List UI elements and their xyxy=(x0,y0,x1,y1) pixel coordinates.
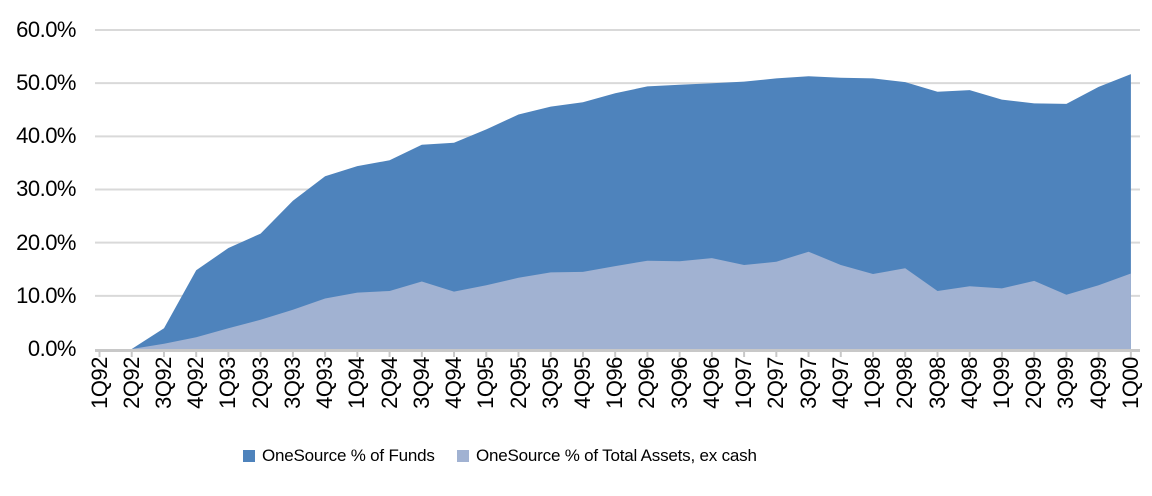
y-axis-tick-label: 20.0% xyxy=(16,229,76,255)
y-axis-tick-label: 60.0% xyxy=(16,16,76,42)
legend-label-funds: OneSource % of Funds xyxy=(262,446,435,465)
y-axis-tick-label: 10.0% xyxy=(16,282,76,308)
y-axis-tick-label: 0.0% xyxy=(27,336,77,361)
y-axis-tick-label: 40.0% xyxy=(16,123,76,149)
area-series-total-assets xyxy=(99,251,1131,349)
legend-item-funds: OneSource % of Funds xyxy=(243,444,435,468)
legend-item-total-assets: OneSource % of Total Assets, ex cash xyxy=(457,444,757,468)
legend-swatch-total-assets xyxy=(457,450,469,462)
y-axis-tick-label: 30.0% xyxy=(16,176,76,202)
x-axis-tick-label: 1Q00 xyxy=(1117,357,1143,409)
legend-label-total-assets: OneSource % of Total Assets, ex cash xyxy=(476,446,757,465)
y-axis-tick-label: 50.0% xyxy=(16,70,76,96)
area-chart-plot xyxy=(95,28,1140,357)
legend-swatch-funds xyxy=(243,450,255,462)
